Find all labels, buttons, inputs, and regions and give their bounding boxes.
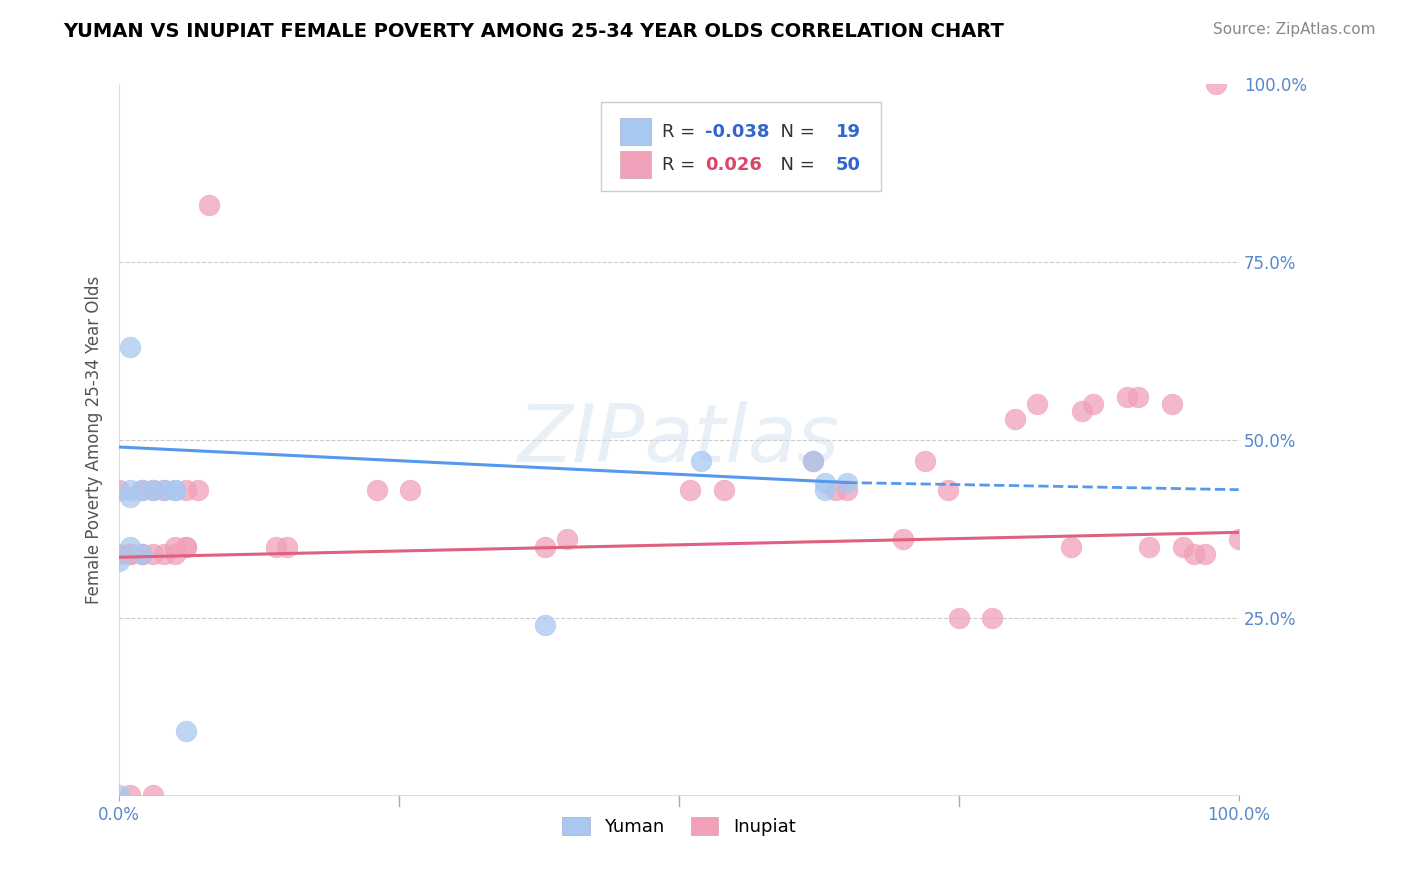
Point	[165, 547, 187, 561]
Point	[176, 540, 198, 554]
Text: R =: R =	[662, 155, 702, 174]
Point	[1004, 411, 1026, 425]
Point	[981, 610, 1004, 624]
Bar	[620, 119, 651, 145]
Point	[679, 483, 702, 497]
Point	[198, 198, 221, 212]
Point	[801, 454, 824, 468]
Point	[1194, 547, 1216, 561]
Point	[120, 341, 142, 355]
Point	[533, 617, 555, 632]
Point	[142, 483, 165, 497]
Point	[801, 454, 824, 468]
Point	[176, 483, 198, 497]
Point	[835, 475, 858, 490]
Point	[1171, 540, 1194, 554]
Point	[1137, 540, 1160, 554]
Point	[713, 483, 735, 497]
Point	[690, 454, 713, 468]
Text: N =: N =	[769, 123, 820, 141]
Point	[1126, 390, 1149, 404]
Point	[108, 789, 131, 803]
Text: 19: 19	[835, 123, 860, 141]
Point	[131, 547, 153, 561]
Point	[533, 540, 555, 554]
Text: 0.026: 0.026	[704, 155, 762, 174]
Point	[165, 483, 187, 497]
Point	[366, 483, 388, 497]
Point	[165, 540, 187, 554]
Point	[131, 547, 153, 561]
Text: YUMAN VS INUPIAT FEMALE POVERTY AMONG 25-34 YEAR OLDS CORRELATION CHART: YUMAN VS INUPIAT FEMALE POVERTY AMONG 25…	[63, 22, 1004, 41]
Point	[1026, 397, 1049, 411]
Point	[264, 540, 287, 554]
Point	[120, 483, 142, 497]
Point	[1083, 397, 1105, 411]
Point	[914, 454, 936, 468]
Point	[131, 483, 153, 497]
Bar	[620, 151, 651, 178]
Point	[142, 547, 165, 561]
Text: -0.038: -0.038	[704, 123, 769, 141]
Point	[276, 540, 298, 554]
Point	[1205, 78, 1227, 92]
Point	[108, 483, 131, 497]
Point	[153, 483, 176, 497]
Point	[142, 789, 165, 803]
Point	[153, 547, 176, 561]
Point	[1060, 540, 1083, 554]
Legend: Yuman, Inupiat: Yuman, Inupiat	[555, 809, 803, 843]
Point	[153, 483, 176, 497]
Point	[824, 483, 846, 497]
Point	[891, 533, 914, 547]
Point	[1160, 397, 1182, 411]
Point	[813, 475, 835, 490]
Text: N =: N =	[769, 155, 820, 174]
Point	[399, 483, 422, 497]
Point	[108, 547, 131, 561]
Point	[120, 789, 142, 803]
Point	[120, 490, 142, 504]
Point	[187, 483, 209, 497]
Point	[555, 533, 578, 547]
Text: Source: ZipAtlas.com: Source: ZipAtlas.com	[1212, 22, 1375, 37]
Y-axis label: Female Poverty Among 25-34 Year Olds: Female Poverty Among 25-34 Year Olds	[86, 276, 103, 604]
Point	[936, 483, 959, 497]
Point	[1071, 404, 1094, 418]
Point	[1115, 390, 1137, 404]
Text: R =: R =	[662, 123, 702, 141]
Point	[120, 547, 142, 561]
Point	[131, 547, 153, 561]
Point	[176, 724, 198, 739]
Point	[948, 610, 970, 624]
Point	[120, 547, 142, 561]
Text: 50: 50	[835, 155, 860, 174]
Point	[813, 483, 835, 497]
Point	[1227, 533, 1250, 547]
FancyBboxPatch shape	[600, 103, 880, 191]
Point	[165, 483, 187, 497]
Text: ZIPatlas: ZIPatlas	[517, 401, 841, 479]
Point	[108, 554, 131, 568]
Point	[131, 483, 153, 497]
Point	[142, 483, 165, 497]
Point	[120, 540, 142, 554]
Point	[176, 540, 198, 554]
Point	[835, 483, 858, 497]
Point	[1182, 547, 1205, 561]
